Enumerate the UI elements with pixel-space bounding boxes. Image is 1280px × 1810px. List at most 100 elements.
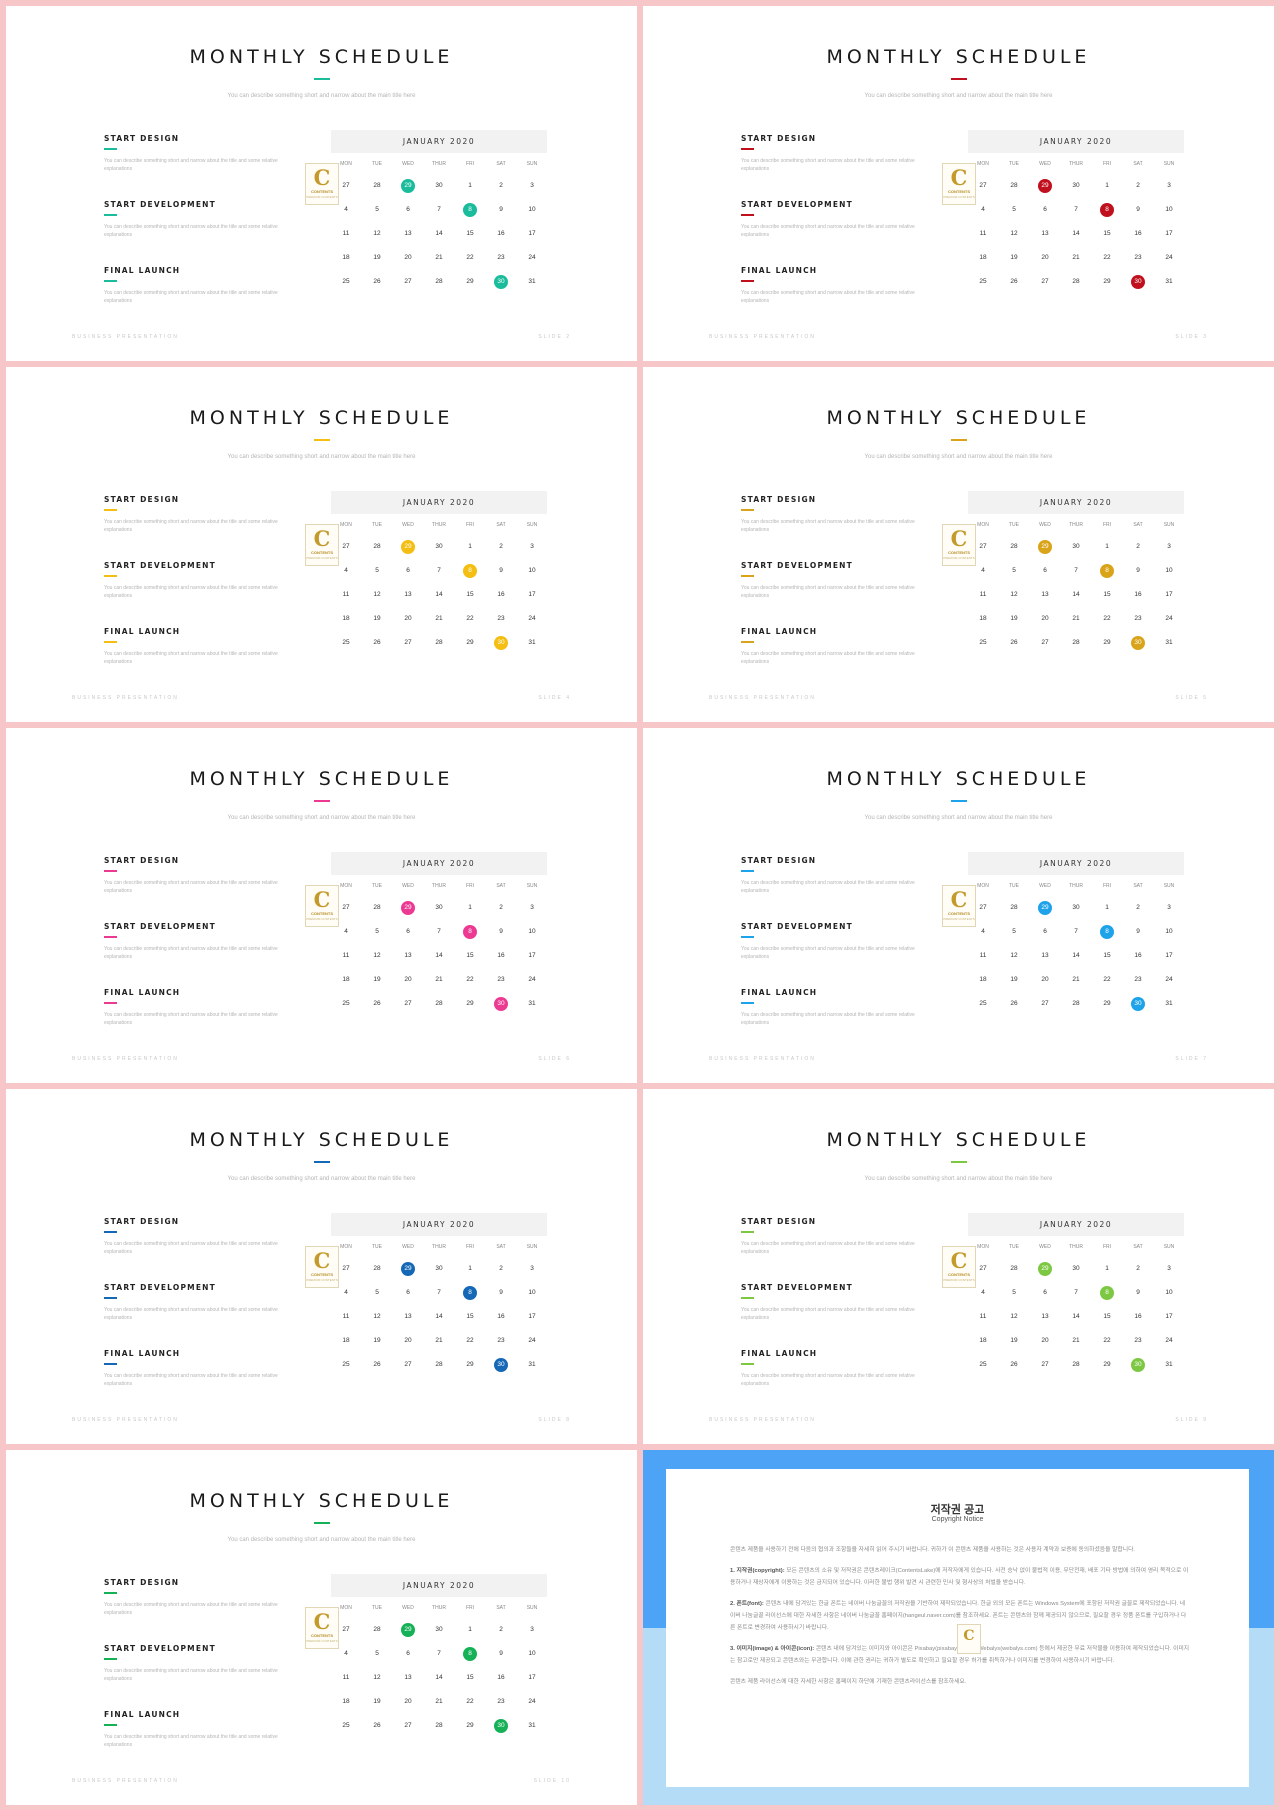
calendar-date[interactable]: 14 bbox=[424, 226, 454, 242]
calendar-date[interactable]: 5 bbox=[999, 924, 1029, 940]
calendar-date[interactable]: 28 bbox=[424, 996, 454, 1012]
highlighted-date[interactable]: 29 bbox=[393, 1622, 423, 1638]
calendar-date[interactable]: 20 bbox=[1030, 611, 1060, 627]
calendar-date[interactable]: 25 bbox=[968, 1357, 998, 1373]
highlighted-date[interactable]: 8 bbox=[455, 563, 485, 579]
calendar-date[interactable]: 17 bbox=[1154, 226, 1184, 242]
calendar-date[interactable]: 10 bbox=[517, 924, 547, 940]
calendar-date[interactable]: 27 bbox=[968, 539, 998, 555]
calendar-date[interactable]: 25 bbox=[331, 1357, 361, 1373]
calendar-date[interactable]: 11 bbox=[331, 948, 361, 964]
calendar-date[interactable]: 1 bbox=[455, 1622, 485, 1638]
calendar-date[interactable]: 1 bbox=[1092, 900, 1122, 916]
calendar-date[interactable]: 14 bbox=[1061, 226, 1091, 242]
calendar-date[interactable]: 11 bbox=[331, 1670, 361, 1686]
calendar-date[interactable]: 16 bbox=[486, 1309, 516, 1325]
calendar-date[interactable]: 11 bbox=[331, 226, 361, 242]
calendar-date[interactable]: 1 bbox=[1092, 1261, 1122, 1277]
calendar-date[interactable]: 7 bbox=[1061, 563, 1091, 579]
calendar-date[interactable]: 24 bbox=[1154, 250, 1184, 266]
calendar-date[interactable]: 22 bbox=[455, 1694, 485, 1710]
calendar-date[interactable]: 13 bbox=[393, 226, 423, 242]
calendar-date[interactable]: 19 bbox=[362, 1694, 392, 1710]
calendar-date[interactable]: 10 bbox=[517, 1646, 547, 1662]
calendar-date[interactable]: 29 bbox=[455, 1357, 485, 1373]
calendar-date[interactable]: 12 bbox=[362, 948, 392, 964]
calendar-date[interactable]: 4 bbox=[968, 924, 998, 940]
calendar-date[interactable]: 7 bbox=[424, 202, 454, 218]
calendar-date[interactable]: 15 bbox=[1092, 948, 1122, 964]
calendar-date[interactable]: 30 bbox=[424, 900, 454, 916]
calendar-date[interactable]: 12 bbox=[999, 226, 1029, 242]
calendar-date[interactable]: 28 bbox=[362, 539, 392, 555]
calendar-date[interactable]: 6 bbox=[393, 202, 423, 218]
calendar-date[interactable]: 5 bbox=[362, 202, 392, 218]
calendar-date[interactable]: 16 bbox=[486, 1670, 516, 1686]
slide-6[interactable]: MONTHLY SCHEDULE You can describe somethi… bbox=[643, 728, 1274, 1083]
calendar-date[interactable]: 12 bbox=[362, 587, 392, 603]
calendar-date[interactable]: 6 bbox=[393, 563, 423, 579]
calendar-date[interactable]: 7 bbox=[1061, 1285, 1091, 1301]
highlighted-date[interactable]: 29 bbox=[393, 178, 423, 194]
calendar-date[interactable]: 23 bbox=[1123, 972, 1153, 988]
calendar-date[interactable]: 24 bbox=[1154, 972, 1184, 988]
calendar-date[interactable]: 29 bbox=[1092, 635, 1122, 651]
calendar-date[interactable]: 15 bbox=[1092, 1309, 1122, 1325]
calendar-date[interactable]: 24 bbox=[517, 250, 547, 266]
calendar-date[interactable]: 27 bbox=[393, 1718, 423, 1734]
calendar-date[interactable]: 20 bbox=[393, 1333, 423, 1349]
calendar-date[interactable]: 11 bbox=[331, 587, 361, 603]
slide-4[interactable]: MONTHLY SCHEDULE You can describe somethi… bbox=[643, 367, 1274, 722]
slide-8[interactable]: MONTHLY SCHEDULE You can describe somethi… bbox=[643, 1089, 1274, 1444]
calendar-date[interactable]: 23 bbox=[486, 972, 516, 988]
calendar-date[interactable]: 30 bbox=[424, 539, 454, 555]
calendar-date[interactable]: 27 bbox=[1030, 274, 1060, 290]
calendar-date[interactable]: 4 bbox=[331, 202, 361, 218]
calendar-date[interactable]: 2 bbox=[486, 1261, 516, 1277]
calendar-date[interactable]: 25 bbox=[331, 635, 361, 651]
calendar-date[interactable]: 10 bbox=[517, 563, 547, 579]
calendar-date[interactable]: 5 bbox=[999, 1285, 1029, 1301]
calendar-date[interactable]: 27 bbox=[968, 900, 998, 916]
calendar-date[interactable]: 31 bbox=[517, 274, 547, 290]
calendar-date[interactable]: 9 bbox=[1123, 202, 1153, 218]
calendar-date[interactable]: 6 bbox=[1030, 1285, 1060, 1301]
highlighted-date[interactable]: 30 bbox=[486, 635, 516, 651]
copyright-slide[interactable]: 저작권 공고 Copyright Notice 콘텐츠 제품을 사용하기 전에 다음… bbox=[643, 1450, 1274, 1805]
calendar-date[interactable]: 16 bbox=[1123, 1309, 1153, 1325]
calendar-date[interactable]: 28 bbox=[999, 900, 1029, 916]
calendar-date[interactable]: 17 bbox=[517, 948, 547, 964]
calendar-date[interactable]: 3 bbox=[517, 900, 547, 916]
calendar-date[interactable]: 31 bbox=[1154, 274, 1184, 290]
calendar-date[interactable]: 17 bbox=[517, 1309, 547, 1325]
calendar-date[interactable]: 22 bbox=[1092, 611, 1122, 627]
calendar-date[interactable]: 10 bbox=[1154, 202, 1184, 218]
calendar-date[interactable]: 23 bbox=[1123, 1333, 1153, 1349]
highlighted-date[interactable]: 8 bbox=[455, 202, 485, 218]
calendar-date[interactable]: 28 bbox=[999, 539, 1029, 555]
calendar-date[interactable]: 17 bbox=[1154, 948, 1184, 964]
calendar-date[interactable]: 12 bbox=[362, 226, 392, 242]
calendar-date[interactable]: 21 bbox=[424, 611, 454, 627]
calendar-date[interactable]: 29 bbox=[1092, 996, 1122, 1012]
calendar-date[interactable]: 1 bbox=[455, 178, 485, 194]
calendar-date[interactable]: 28 bbox=[362, 1622, 392, 1638]
calendar-date[interactable]: 24 bbox=[517, 972, 547, 988]
calendar-date[interactable]: 12 bbox=[999, 587, 1029, 603]
calendar-date[interactable]: 15 bbox=[455, 1670, 485, 1686]
calendar-date[interactable]: 9 bbox=[1123, 1285, 1153, 1301]
calendar-date[interactable]: 9 bbox=[1123, 563, 1153, 579]
calendar-date[interactable]: 20 bbox=[393, 250, 423, 266]
calendar-date[interactable]: 2 bbox=[1123, 178, 1153, 194]
calendar-date[interactable]: 28 bbox=[424, 1718, 454, 1734]
calendar-date[interactable]: 7 bbox=[424, 924, 454, 940]
calendar-date[interactable]: 16 bbox=[486, 948, 516, 964]
calendar-date[interactable]: 31 bbox=[1154, 1357, 1184, 1373]
calendar-date[interactable]: 18 bbox=[968, 250, 998, 266]
calendar-date[interactable]: 1 bbox=[455, 539, 485, 555]
calendar-date[interactable]: 30 bbox=[1061, 1261, 1091, 1277]
highlighted-date[interactable]: 8 bbox=[1092, 202, 1122, 218]
highlighted-date[interactable]: 30 bbox=[486, 996, 516, 1012]
calendar-date[interactable]: 27 bbox=[393, 635, 423, 651]
calendar-date[interactable]: 16 bbox=[486, 226, 516, 242]
